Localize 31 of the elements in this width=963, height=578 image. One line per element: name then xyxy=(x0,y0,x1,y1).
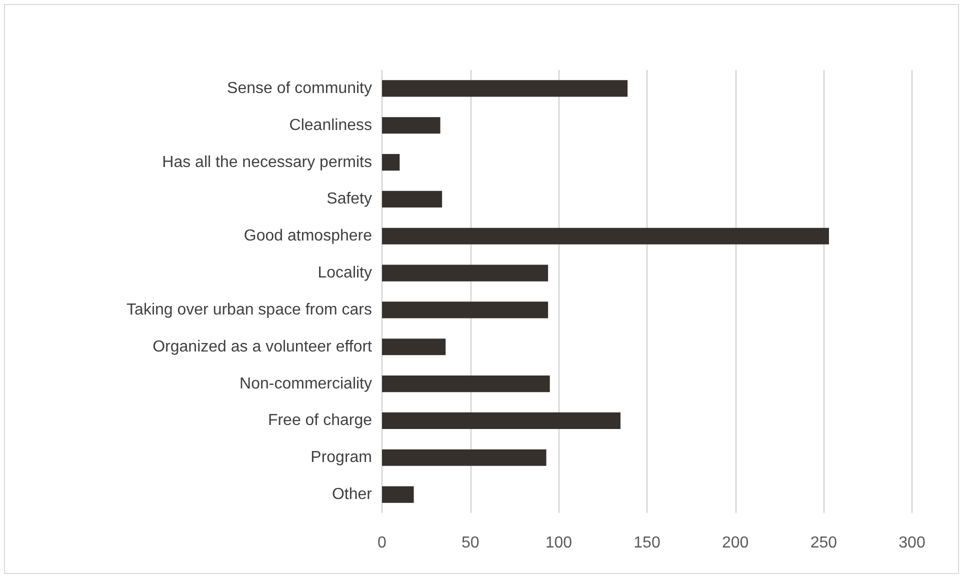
x-tick-label: 100 xyxy=(545,534,572,552)
x-tick-label: 200 xyxy=(722,534,749,552)
y-tick-label: Non-commerciality xyxy=(240,375,372,392)
bar xyxy=(382,117,440,134)
y-tick-label: Good atmosphere xyxy=(244,228,372,245)
y-tick-label: Program xyxy=(310,449,372,466)
y-tick-label: Safety xyxy=(326,190,372,208)
bar xyxy=(382,338,446,356)
bar xyxy=(382,412,620,430)
x-tick-label: 50 xyxy=(461,534,480,552)
x-tick-label: 0 xyxy=(378,534,387,552)
y-tick-label: Free of charge xyxy=(268,412,372,430)
y-tick-label: Cleanliness xyxy=(289,116,372,134)
x-tick-label: 300 xyxy=(898,534,926,552)
bar xyxy=(382,486,414,503)
bar xyxy=(382,449,546,466)
x-tick-label: 150 xyxy=(634,534,660,552)
y-tick-label: Other xyxy=(332,486,373,504)
bar xyxy=(382,228,829,244)
bar xyxy=(382,80,628,97)
bar xyxy=(382,302,548,318)
bar xyxy=(382,375,550,392)
y-tick-label: Sense of community xyxy=(227,80,372,97)
x-tick-label: 250 xyxy=(810,534,838,552)
y-tick-label: Organized as a volunteer effort xyxy=(152,338,373,356)
y-tick-label: Locality xyxy=(318,264,372,282)
bar xyxy=(382,264,548,282)
bar xyxy=(382,190,442,208)
y-tick-label: Has all the necessary permits xyxy=(162,154,372,171)
y-tick-label: Taking over urban space from cars xyxy=(126,301,372,318)
bar xyxy=(382,154,400,171)
